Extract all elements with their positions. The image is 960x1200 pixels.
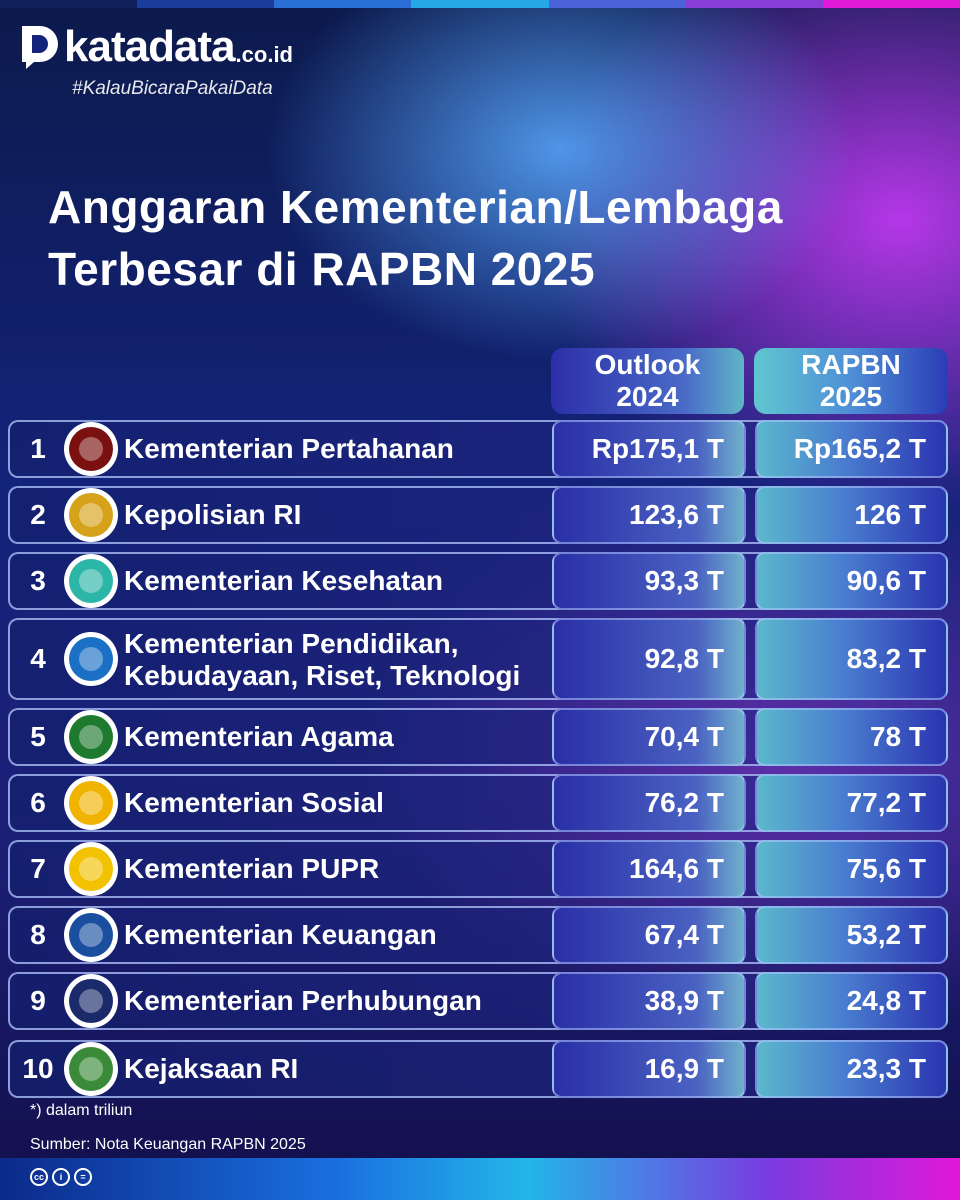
kemenag-logo-icon [64, 710, 118, 764]
brand-domain: .co.id [235, 42, 293, 67]
kejaksaan-logo-icon [64, 1042, 118, 1096]
row-institution-name: Kementerian Perhubungan [124, 985, 482, 1017]
brand-hashtag: #KalauBicaraPakaiData [72, 78, 273, 99]
row-name-line1: Kementerian Sosial [124, 787, 384, 818]
pupr-logo-icon [64, 842, 118, 896]
row-outlook-2024-value: Rp175,1 T [552, 420, 746, 478]
row-rapbn-2025-value: Rp165,2 T [755, 420, 948, 478]
row-outlook-2024-value: 123,6 T [552, 486, 746, 544]
row-name-line1: Kementerian Pendidikan, [124, 628, 459, 659]
column-header-outlook-line1: Outlook [594, 349, 701, 380]
katadata-logo: katadata .co.id [20, 24, 293, 70]
row-rapbn-2025-value: 77,2 T [755, 774, 948, 832]
top-color-strip [0, 0, 960, 8]
title-line-2: Terbesar di RAPBN 2025 [48, 243, 596, 295]
row-institution-name: Kementerian Sosial [124, 787, 384, 819]
row-rapbn-2025-value: 53,2 T [755, 906, 948, 964]
katadata-d-icon [20, 24, 60, 70]
row-rank: 3 [30, 565, 46, 596]
kemenhub-logo-icon [64, 974, 118, 1028]
license-badges: cc i = [30, 1168, 92, 1186]
row-name-line1: Kejaksaan RI [124, 1053, 299, 1084]
table-row: 9 Kementerian Perhubungan 38,9 T 24,8 T [8, 972, 948, 1030]
attribution-icon: i [52, 1168, 70, 1186]
page-title: Anggaran Kementerian/Lembaga Terbesar di… [48, 176, 948, 300]
row-outlook-2024-value: 67,4 T [552, 906, 746, 964]
kemhan-emblem-icon [64, 422, 118, 476]
row-outlook-2024-value: 76,2 T [552, 774, 746, 832]
no-derivatives-icon: = [74, 1168, 92, 1186]
kemendikbud-logo-icon [64, 632, 118, 686]
row-rapbn-2025-value: 126 T [755, 486, 948, 544]
row-institution-name: Kementerian Kesehatan [124, 565, 443, 597]
column-header-outlook-line2: 2024 [616, 381, 679, 412]
row-rank: 1 [30, 433, 46, 464]
row-outlook-2024-value: 70,4 T [552, 708, 746, 766]
row-rank: 6 [30, 787, 46, 818]
row-institution-name: Kementerian Pertahanan [124, 433, 454, 465]
row-rapbn-2025-value: 90,6 T [755, 552, 948, 610]
row-institution-name: Kementerian Agama [124, 721, 394, 753]
row-rapbn-2025-value: 24,8 T [755, 972, 948, 1030]
row-name-line1: Kepolisian RI [124, 499, 302, 530]
column-header-outlook: Outlook 2024 [551, 348, 744, 414]
row-name-line1: Kementerian Perhubungan [124, 985, 482, 1016]
table-row: 4 Kementerian Pendidikan, Kebudayaan, Rise… [8, 618, 948, 700]
table-row: 5 Kementerian Agama 70,4 T 78 T [8, 708, 948, 766]
row-rapbn-2025-value: 83,2 T [755, 618, 948, 700]
row-outlook-2024-value: 92,8 T [552, 618, 746, 700]
row-name-line1: Kementerian Kesehatan [124, 565, 444, 596]
column-header-rapbn: RAPBN 2025 [754, 348, 948, 414]
table-row: 7 Kementerian PUPR 164,6 T 75,6 T [8, 840, 948, 898]
kemenkes-logo-icon [64, 554, 118, 608]
table-row: 6 Kementerian Sosial 76,2 T 77,2 T [8, 774, 948, 832]
row-rapbn-2025-value: 78 T [755, 708, 948, 766]
row-institution-name: Kepolisian RI [124, 499, 301, 531]
row-rank: 9 [30, 985, 46, 1016]
row-rank: 5 [30, 721, 46, 752]
row-name-line1: Kementerian PUPR [124, 853, 380, 884]
row-institution-name: Kejaksaan RI [124, 1053, 298, 1085]
row-rank: 10 [22, 1053, 54, 1084]
row-name-line1: Kementerian Agama [124, 721, 394, 752]
row-name-line1: Kementerian Keuangan [124, 919, 437, 950]
cc-icon: cc [30, 1168, 48, 1186]
table-row: 10 Kejaksaan RI 16,9 T 23,3 T [8, 1040, 948, 1098]
row-institution-name: Kementerian Pendidikan, Kebudayaan, Riset… [124, 628, 520, 692]
row-outlook-2024-value: 164,6 T [552, 840, 746, 898]
row-outlook-2024-value: 93,3 T [552, 552, 746, 610]
source-note: Sumber: Nota Keuangan RAPBN 2025 [30, 1136, 306, 1153]
polri-emblem-icon [64, 488, 118, 542]
row-institution-name: Kementerian Keuangan [124, 919, 437, 951]
row-rapbn-2025-value: 23,3 T [755, 1040, 948, 1098]
column-header-rapbn-line2: 2025 [819, 381, 883, 412]
footnote: *) dalam triliun [30, 1102, 133, 1119]
table-row: 3 Kementerian Kesehatan 93,3 T 90,6 T [8, 552, 948, 610]
table-row: 1 Kementerian Pertahanan Rp175,1 T Rp165,2 … [8, 420, 948, 478]
row-rank: 2 [30, 499, 46, 530]
brand-name: katadata [64, 22, 236, 71]
row-rank: 7 [30, 853, 46, 884]
row-name-line2: Kebudayaan, Riset, Teknologi [124, 660, 521, 691]
row-rapbn-2025-value: 75,6 T [755, 840, 948, 898]
row-rank: 8 [30, 919, 46, 950]
row-rank: 4 [30, 643, 46, 674]
kemenkeu-logo-icon [64, 908, 118, 962]
kemensos-logo-icon [64, 776, 118, 830]
row-name-line1: Kementerian Pertahanan [124, 433, 454, 464]
table-row: 2 Kepolisian RI 123,6 T 126 T [8, 486, 948, 544]
row-institution-name: Kementerian PUPR [124, 853, 379, 885]
row-outlook-2024-value: 16,9 T [552, 1040, 746, 1098]
table-row: 8 Kementerian Keuangan 67,4 T 53,2 T [8, 906, 948, 964]
row-outlook-2024-value: 38,9 T [552, 972, 746, 1030]
bottom-color-strip [0, 1158, 960, 1200]
column-header-rapbn-line1: RAPBN [801, 349, 901, 380]
title-line-1: Anggaran Kementerian/Lembaga [48, 181, 783, 233]
